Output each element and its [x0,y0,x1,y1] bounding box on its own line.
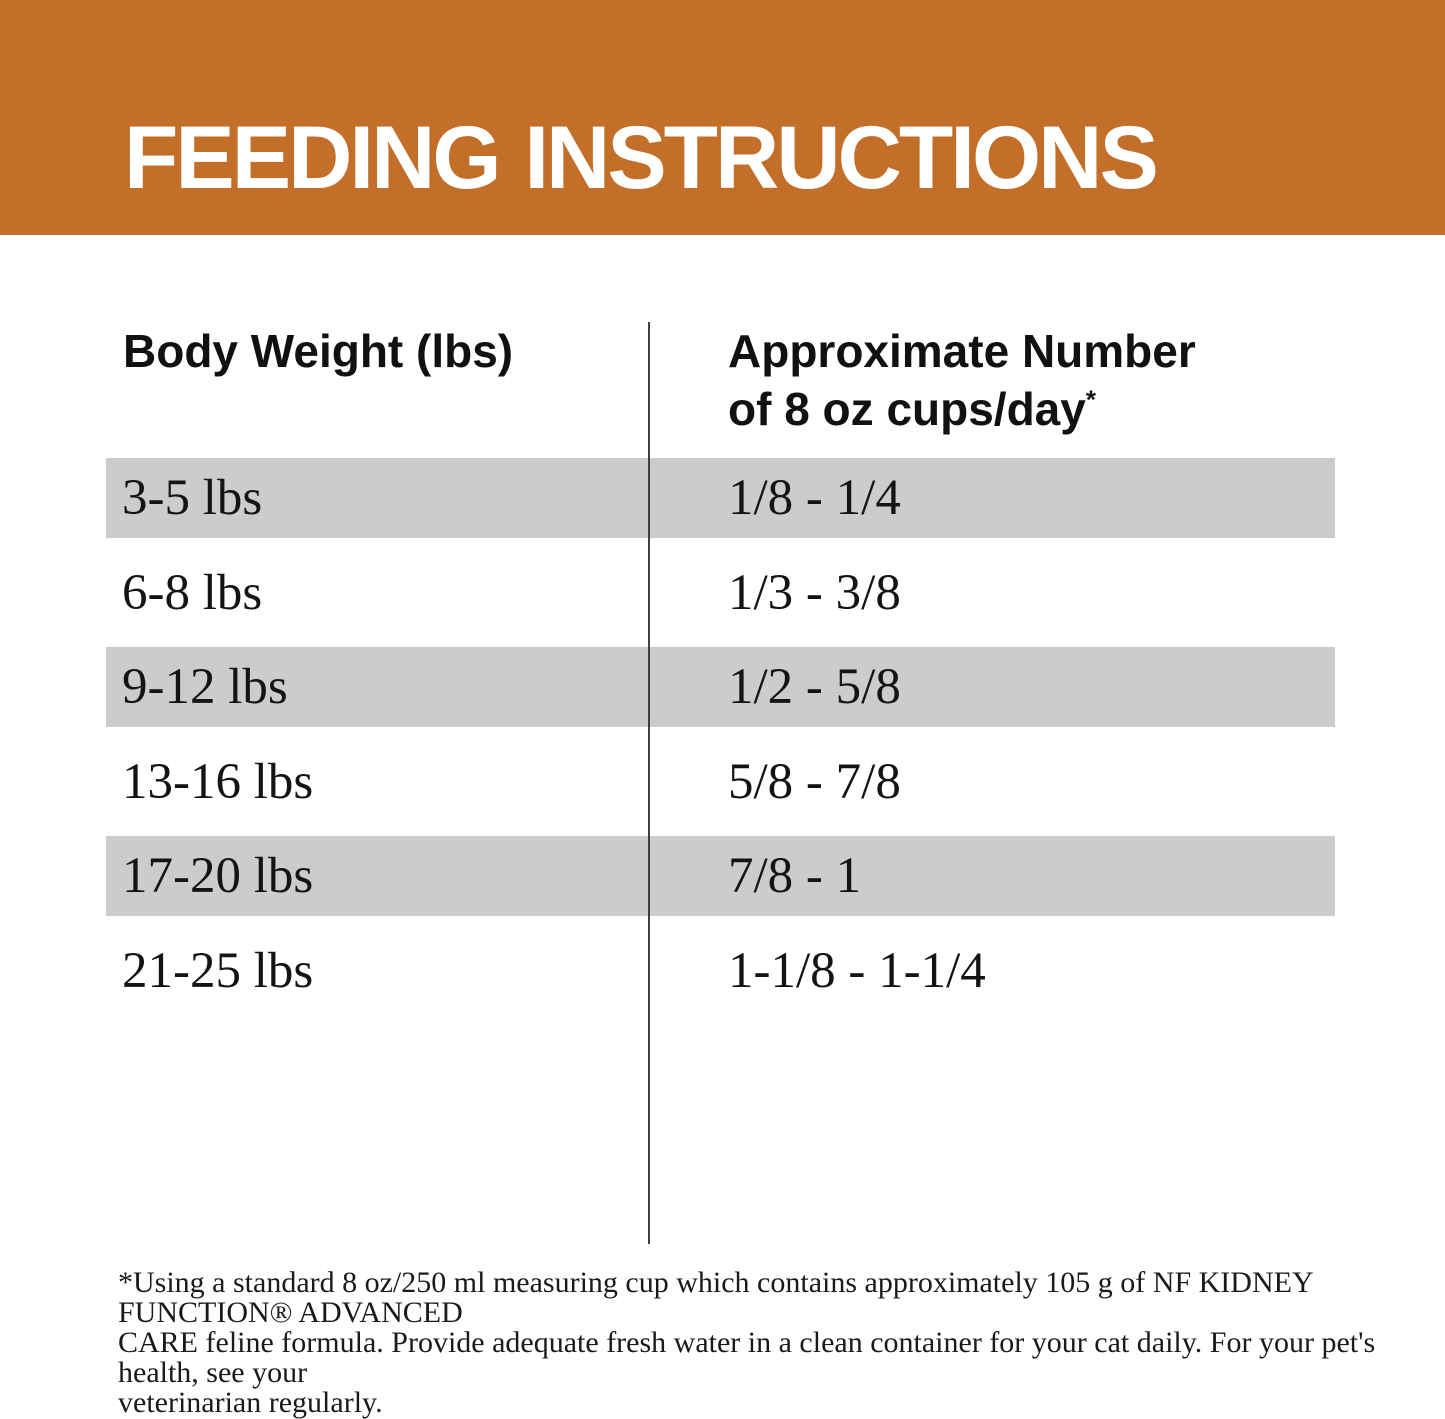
column-divider-line [648,322,650,1244]
footnote-line: CARE feline formula. Provide adequate fr… [118,1326,1376,1389]
body-weight-cell: 9-12 lbs [122,659,288,715]
table-header-row: Body Weight (lbs) Approximate Number of … [0,322,1445,458]
column-header-cups-per-day: Approximate Number of 8 oz cups/day* [648,322,1445,458]
column-header-body-weight: Body Weight (lbs) [123,325,514,377]
body-weight-cell: 17-20 lbs [122,848,314,904]
body-weight-cell: 13-16 lbs [122,753,314,810]
footnote: *Using a standard 8 oz/250 ml measuring … [118,1268,1405,1418]
footnote-line: *Using a standard 8 oz/250 ml measuring … [118,1266,1313,1329]
cups-per-day-cell: 1/3 - 3/8 [728,564,901,621]
page-title: FEEDING INSTRUCTIONS [124,107,1159,207]
body-weight-cell: 6-8 lbs [122,564,263,621]
table-row: 21-25 lbs 1-1/8 - 1-1/4 [0,916,1445,1025]
body-weight-cell: 21-25 lbs [122,942,314,999]
footnote-line: veterinarian regularly. [118,1386,383,1419]
cups-per-day-cell: 7/8 - 1 [728,848,862,904]
cups-per-day-cell: 1/2 - 5/8 [728,659,901,715]
feeding-instructions-banner: FEEDING INSTRUCTIONS [0,0,1445,235]
table-row: 3-5 lbs 1/8 - 1/4 [0,458,1445,538]
cups-per-day-cell: 1/8 - 1/4 [728,470,901,526]
table-row: 9-12 lbs 1/2 - 5/8 [0,647,1445,727]
table-row: 13-16 lbs 5/8 - 7/8 [0,727,1445,836]
cups-header-line1: Approximate Number [728,325,1196,377]
table-row: 17-20 lbs 7/8 - 1 [0,836,1445,916]
cups-header-line2: of 8 oz cups/day [728,383,1086,435]
body-weight-cell: 3-5 lbs [122,470,263,526]
cups-per-day-cell: 5/8 - 7/8 [728,753,901,810]
cups-per-day-cell: 1-1/8 - 1-1/4 [728,942,986,999]
feeding-table: Body Weight (lbs) Approximate Number of … [0,322,1445,1244]
footnote-asterisk-marker: * [1085,384,1096,415]
table-row: 6-8 lbs 1/3 - 3/8 [0,538,1445,647]
